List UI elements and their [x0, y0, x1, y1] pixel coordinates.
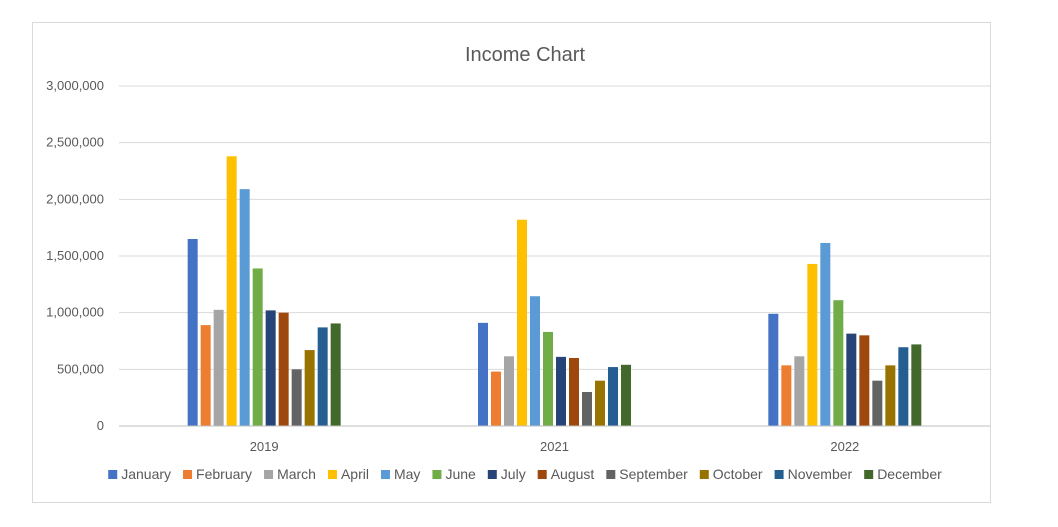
bars	[187, 156, 922, 426]
bar-may-2021	[530, 296, 540, 426]
bar-october-2022	[885, 365, 896, 426]
legend-label: May	[394, 466, 420, 482]
x-tick-label: 2021	[540, 439, 569, 454]
legend-item-january: January	[108, 466, 171, 482]
bar-june-2021	[543, 331, 553, 426]
y-tick-label: 2,000,000	[46, 191, 104, 206]
bar-may-2022	[820, 242, 831, 426]
bar-may-2019	[239, 189, 250, 426]
bar-march-2019	[213, 309, 224, 426]
y-tick-label: 0	[97, 418, 104, 433]
bar-july-2022	[846, 333, 857, 426]
legend-swatch	[327, 470, 337, 479]
bar-january-2019	[187, 239, 198, 426]
legend-item-august: August	[537, 466, 595, 482]
bar-december-2019	[330, 323, 341, 426]
bar-january-2021	[478, 322, 488, 426]
y-tick-label: 3,000,000	[46, 78, 104, 93]
legend-swatch	[699, 470, 709, 479]
legend-item-november: November	[774, 466, 853, 482]
bar-september-2019	[291, 369, 302, 426]
legend-swatch	[487, 470, 497, 479]
legend-swatch	[108, 470, 118, 479]
legend-item-september: September	[606, 466, 688, 482]
x-axis: 2019 2021 2022	[119, 425, 990, 454]
bar-november-2021	[608, 367, 618, 426]
bar-january-2022	[768, 313, 779, 426]
bar-june-2022	[833, 300, 844, 426]
legend-swatch	[864, 470, 874, 479]
legend-label: June	[445, 466, 476, 482]
y-axis: 0 500,000 1,000,000 1,500,000 2,000,000 2,500…	[46, 78, 104, 433]
legend-label: July	[501, 466, 526, 482]
bar-april-2022	[807, 263, 818, 426]
legend-label: February	[196, 466, 252, 482]
bar-december-2021	[621, 364, 631, 426]
legend: January February March April May June July Augu…	[108, 466, 942, 482]
bar-june-2019	[252, 268, 263, 426]
legend-label: November	[788, 466, 853, 482]
y-tick-label: 2,500,000	[46, 135, 104, 150]
legend-label: April	[341, 466, 369, 482]
legend-swatch	[183, 470, 193, 479]
legend-label: March	[277, 466, 316, 482]
bar-august-2019	[278, 312, 289, 426]
legend-label: December	[877, 466, 942, 482]
x-tick-label: 2019	[250, 439, 279, 454]
legend-swatch	[264, 470, 274, 479]
legend-label: January	[121, 466, 171, 482]
bar-february-2021	[491, 371, 501, 426]
y-tick-label: 1,000,000	[46, 305, 104, 320]
legend-swatch	[432, 470, 442, 479]
bar-december-2022	[911, 344, 922, 426]
bar-april-2019	[226, 156, 237, 426]
bar-august-2022	[859, 335, 870, 426]
legend-swatch	[380, 470, 390, 479]
x-tick-label: 2022	[830, 439, 859, 454]
bar-july-2019	[265, 310, 276, 426]
bar-april-2021	[517, 219, 527, 426]
bar-august-2021	[569, 358, 579, 426]
legend-item-october: October	[699, 466, 763, 482]
legend-item-july: July	[487, 466, 526, 482]
legend-label: September	[619, 466, 688, 482]
y-tick-label: 500,000	[57, 361, 104, 376]
legend-item-june: June	[432, 466, 476, 482]
legend-label: August	[551, 466, 595, 482]
bar-october-2021	[595, 380, 605, 426]
legend-item-may: May	[380, 466, 420, 482]
bar-september-2021	[582, 392, 592, 426]
bar-october-2019	[304, 350, 315, 426]
legend-item-march: March	[264, 466, 316, 482]
legend-label: October	[713, 466, 763, 482]
legend-item-april: April	[327, 466, 369, 482]
bar-november-2019	[317, 327, 328, 426]
bar-september-2022	[872, 380, 883, 426]
bar-november-2022	[898, 347, 909, 426]
y-tick-label: 1,500,000	[46, 248, 104, 263]
legend-swatch	[774, 470, 784, 479]
bar-march-2022	[794, 356, 805, 426]
bar-july-2021	[556, 356, 566, 426]
chart-title: Income Chart	[465, 44, 585, 66]
bar-february-2019	[200, 325, 211, 426]
legend-swatch	[537, 470, 547, 479]
bar-march-2021	[504, 356, 514, 426]
legend-swatch	[606, 470, 616, 479]
bar-february-2022	[781, 365, 792, 426]
legend-item-february: February	[183, 466, 252, 482]
legend-item-december: December	[864, 466, 942, 482]
